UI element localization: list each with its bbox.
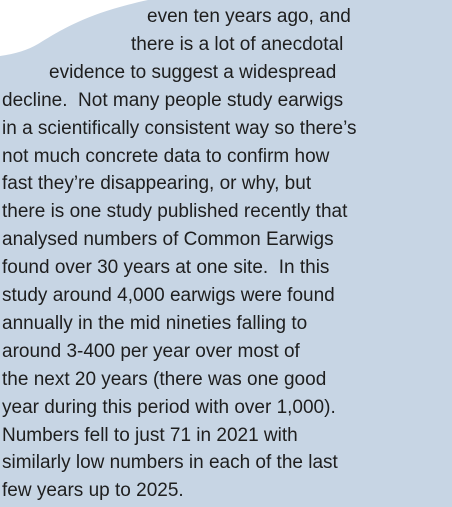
text-line: even ten years ago, and bbox=[147, 5, 351, 29]
text-line: annually in the mid nineties falling to bbox=[2, 312, 307, 336]
text-line: around 3-400 per year over most of bbox=[2, 340, 300, 364]
text-line: year during this period with over 1,000)… bbox=[2, 396, 336, 420]
text-line: the next 20 years (there was one good bbox=[2, 368, 326, 392]
text-line: few years up to 2025. bbox=[2, 479, 184, 503]
text-line: Numbers fell to just 71 in 2021 with bbox=[2, 424, 298, 448]
text-line: evidence to suggest a widespread bbox=[49, 61, 336, 85]
text-line: there is a lot of anecdotal bbox=[131, 33, 343, 57]
text-line: in a scientifically consistent way so th… bbox=[2, 117, 356, 141]
page: even ten years ago, and there is a lot of… bbox=[0, 0, 452, 507]
text-line: not much concrete data to confirm how bbox=[2, 145, 329, 169]
text-line: decline. Not many people study earwigs bbox=[2, 89, 343, 113]
text-line: fast they’re disappearing, or why, but bbox=[2, 172, 311, 196]
text-line: found over 30 years at one site. In this bbox=[2, 256, 329, 280]
text-line: similarly low numbers in each of the las… bbox=[2, 451, 338, 475]
text-line: analysed numbers of Common Earwigs bbox=[2, 228, 334, 252]
text-line: study around 4,000 earwigs were found bbox=[2, 284, 335, 308]
text-line: there is one study published recently th… bbox=[2, 200, 347, 224]
